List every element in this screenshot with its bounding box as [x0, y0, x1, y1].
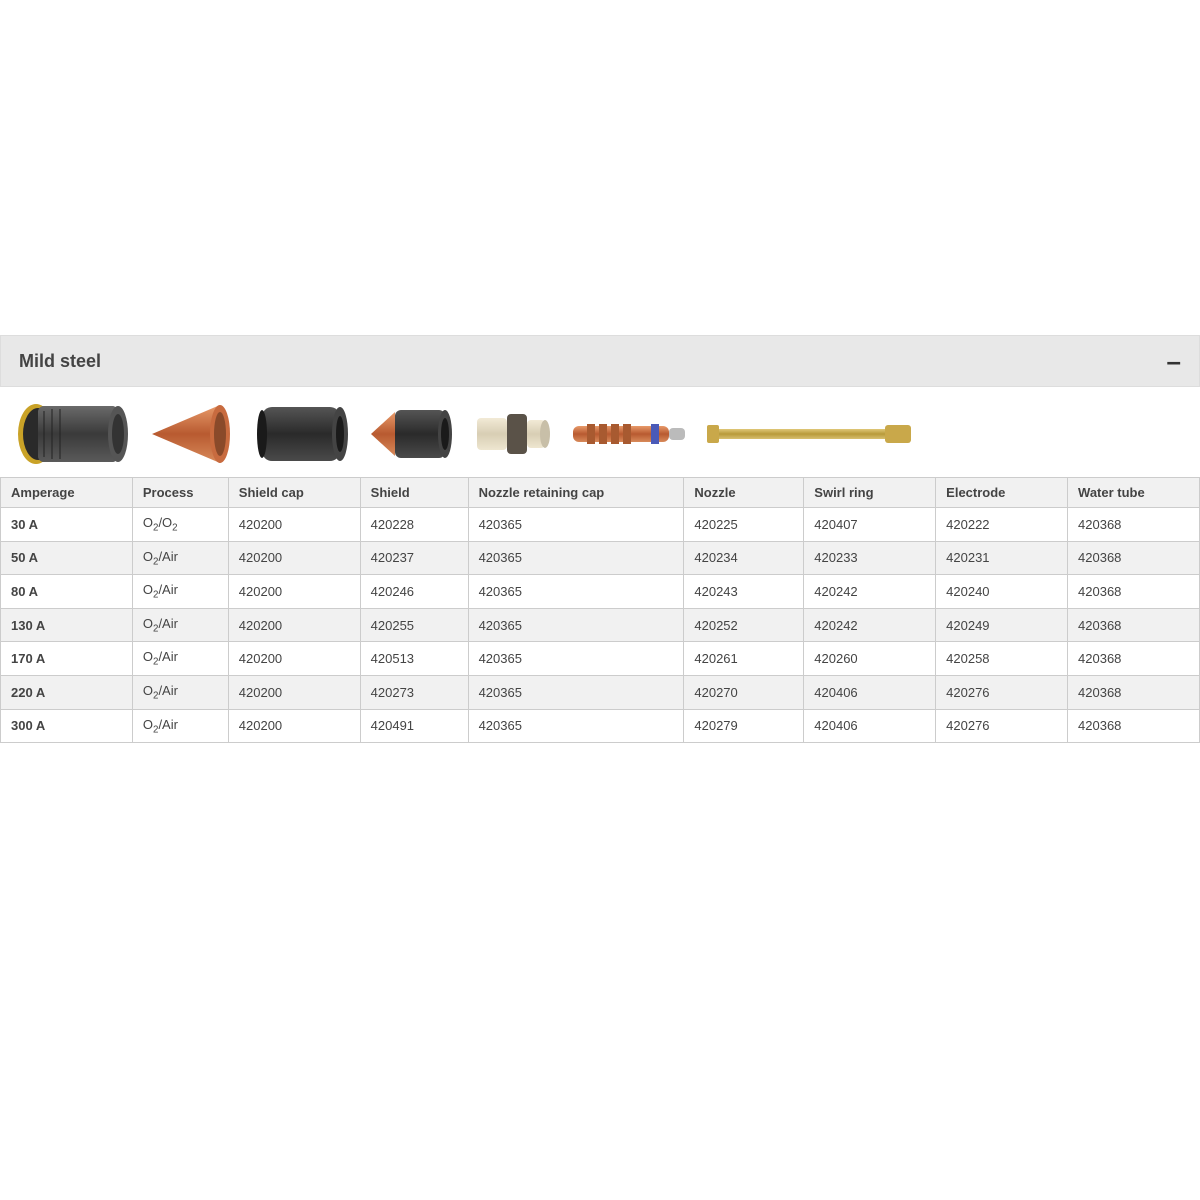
- cell-water-tube: 420368: [1068, 642, 1200, 676]
- cell-amperage: 300 A: [1, 709, 133, 743]
- shield-cap-image: [14, 399, 134, 469]
- cell-amperage: 130 A: [1, 608, 133, 642]
- cell-nozzle-retaining-cap: 420365: [468, 508, 684, 542]
- cell-amperage: 30 A: [1, 508, 133, 542]
- cell-amperage: 50 A: [1, 541, 133, 575]
- cell-process: O2/O2: [132, 508, 228, 542]
- cell-shield: 420255: [360, 608, 468, 642]
- cell-shield: 420513: [360, 642, 468, 676]
- cell-shield: 420237: [360, 541, 468, 575]
- cell-shield: 420228: [360, 508, 468, 542]
- shield-image: [150, 399, 240, 469]
- cell-nozzle-retaining-cap: 420365: [468, 575, 684, 609]
- table-row: 80 AO2/Air420200420246420365420243420242…: [1, 575, 1200, 609]
- cell-process: O2/Air: [132, 709, 228, 743]
- cell-nozzle-retaining-cap: 420365: [468, 541, 684, 575]
- cell-process: O2/Air: [132, 642, 228, 676]
- table-row: 50 AO2/Air420200420237420365420234420233…: [1, 541, 1200, 575]
- cell-shield-cap: 420200: [228, 508, 360, 542]
- col-swirl-ring: Swirl ring: [804, 478, 936, 508]
- cell-amperage: 80 A: [1, 575, 133, 609]
- table-header-row: Amperage Process Shield cap Shield Nozzl…: [1, 478, 1200, 508]
- col-shield: Shield: [360, 478, 468, 508]
- electrode-image: [569, 414, 689, 454]
- col-amperage: Amperage: [1, 478, 133, 508]
- cell-water-tube: 420368: [1068, 508, 1200, 542]
- cell-swirl-ring: 420260: [804, 642, 936, 676]
- col-water-tube: Water tube: [1068, 478, 1200, 508]
- cell-electrode: 420276: [936, 675, 1068, 709]
- cell-electrode: 420276: [936, 709, 1068, 743]
- cell-nozzle: 420225: [684, 508, 804, 542]
- swirl-ring-image: [473, 406, 553, 462]
- table-row: 130 AO2/Air42020042025542036542025242024…: [1, 608, 1200, 642]
- section-title: Mild steel: [19, 351, 101, 372]
- cell-nozzle: 420261: [684, 642, 804, 676]
- col-nozzle: Nozzle: [684, 478, 804, 508]
- cell-process: O2/Air: [132, 541, 228, 575]
- cell-electrode: 420222: [936, 508, 1068, 542]
- cell-shield: 420246: [360, 575, 468, 609]
- cell-amperage: 220 A: [1, 675, 133, 709]
- cell-process: O2/Air: [132, 575, 228, 609]
- consumables-table: Amperage Process Shield cap Shield Nozzl…: [0, 477, 1200, 743]
- collapse-icon[interactable]: –: [1167, 348, 1181, 374]
- parts-images-row: [0, 387, 1200, 477]
- cell-water-tube: 420368: [1068, 541, 1200, 575]
- cell-swirl-ring: 420406: [804, 675, 936, 709]
- section-header[interactable]: Mild steel –: [0, 335, 1200, 387]
- cell-shield: 420491: [360, 709, 468, 743]
- cell-water-tube: 420368: [1068, 709, 1200, 743]
- cell-swirl-ring: 420242: [804, 608, 936, 642]
- cell-electrode: 420240: [936, 575, 1068, 609]
- cell-shield: 420273: [360, 675, 468, 709]
- cell-nozzle: 420243: [684, 575, 804, 609]
- cell-swirl-ring: 420406: [804, 709, 936, 743]
- cell-shield-cap: 420200: [228, 675, 360, 709]
- cell-water-tube: 420368: [1068, 675, 1200, 709]
- cell-electrode: 420258: [936, 642, 1068, 676]
- cell-shield-cap: 420200: [228, 541, 360, 575]
- col-shield-cap: Shield cap: [228, 478, 360, 508]
- col-process: Process: [132, 478, 228, 508]
- cell-shield-cap: 420200: [228, 575, 360, 609]
- cell-nozzle-retaining-cap: 420365: [468, 608, 684, 642]
- cell-process: O2/Air: [132, 608, 228, 642]
- col-nozzle-retaining-cap: Nozzle retaining cap: [468, 478, 684, 508]
- cell-nozzle: 420270: [684, 675, 804, 709]
- cell-shield-cap: 420200: [228, 642, 360, 676]
- cell-electrode: 420249: [936, 608, 1068, 642]
- nozzle-image: [367, 402, 457, 466]
- cell-swirl-ring: 420242: [804, 575, 936, 609]
- table-row: 220 AO2/Air42020042027342036542027042040…: [1, 675, 1200, 709]
- cell-nozzle: 420234: [684, 541, 804, 575]
- table-row: 170 AO2/Air42020042051342036542026142026…: [1, 642, 1200, 676]
- cell-nozzle-retaining-cap: 420365: [468, 709, 684, 743]
- cell-shield-cap: 420200: [228, 709, 360, 743]
- cell-water-tube: 420368: [1068, 608, 1200, 642]
- cell-electrode: 420231: [936, 541, 1068, 575]
- cell-shield-cap: 420200: [228, 608, 360, 642]
- water-tube-image: [705, 419, 915, 449]
- table-row: 30 AO2/O24202004202284203654202254204074…: [1, 508, 1200, 542]
- col-electrode: Electrode: [936, 478, 1068, 508]
- cell-swirl-ring: 420233: [804, 541, 936, 575]
- table-row: 300 AO2/Air42020042049142036542027942040…: [1, 709, 1200, 743]
- cell-process: O2/Air: [132, 675, 228, 709]
- cell-nozzle: 420279: [684, 709, 804, 743]
- cell-swirl-ring: 420407: [804, 508, 936, 542]
- cell-nozzle-retaining-cap: 420365: [468, 642, 684, 676]
- cell-water-tube: 420368: [1068, 575, 1200, 609]
- cell-amperage: 170 A: [1, 642, 133, 676]
- nozzle-retaining-cap-image: [256, 401, 351, 467]
- cell-nozzle-retaining-cap: 420365: [468, 675, 684, 709]
- cell-nozzle: 420252: [684, 608, 804, 642]
